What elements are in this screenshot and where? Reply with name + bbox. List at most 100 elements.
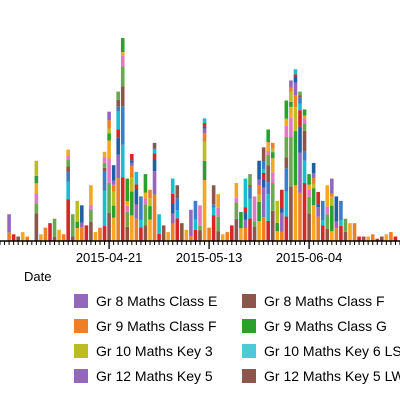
bar-segment (307, 174, 311, 185)
bar-segment (111, 184, 116, 192)
bar-segment (66, 166, 70, 173)
bar-segment (120, 66, 125, 87)
bar-segment (130, 162, 134, 167)
bar-segment (298, 103, 302, 111)
bar-segment (198, 205, 202, 226)
bar-segment (111, 165, 116, 181)
bar-segment (111, 191, 116, 206)
bar-segment (243, 227, 248, 241)
bar-segment (39, 234, 43, 241)
bar-segment (320, 200, 325, 221)
legend-item: Gr 8 Maths Class F (242, 288, 385, 314)
bar-segment (261, 217, 266, 241)
bar-segment (166, 232, 170, 241)
bar-segment (298, 91, 302, 96)
bar-segment (134, 204, 139, 219)
bar-segment (34, 175, 39, 184)
bar-segment (152, 142, 157, 149)
bar-segment (170, 178, 175, 194)
bar-segment (330, 178, 334, 194)
bar-segment (252, 226, 257, 241)
bar-segment (343, 231, 348, 241)
bar-segment (107, 128, 111, 134)
bar-segment (352, 223, 357, 241)
bar-segment (216, 207, 220, 217)
bar-segment (175, 218, 180, 241)
bar-segment (257, 194, 261, 202)
bar-segment (270, 142, 275, 149)
bar-segment (302, 115, 307, 119)
bar-segment (66, 181, 70, 200)
bar-segment (325, 214, 330, 229)
bar-segment (225, 232, 230, 241)
bar-segment (125, 205, 130, 212)
bar-segment (80, 227, 84, 241)
bar-segment (7, 232, 11, 241)
legend-item: Gr 9 Maths Class F (74, 313, 217, 339)
bar-segment (143, 192, 148, 199)
bar-segment (248, 218, 252, 241)
bar-segment (202, 118, 207, 124)
bar-segment (361, 236, 366, 241)
bar-segment (66, 155, 70, 160)
bar-segment (325, 228, 330, 241)
bar-segment (307, 196, 311, 214)
bar-segment (57, 229, 61, 241)
bar-segment (34, 193, 39, 204)
legend-label: Gr 12 Maths Key 5 LW (264, 368, 400, 384)
bar-segment (70, 236, 75, 241)
bar-segment (248, 187, 252, 199)
bar-segment (284, 100, 289, 119)
bar-segment (211, 204, 216, 208)
bar-segment (98, 227, 102, 241)
bar-segment (243, 207, 248, 213)
bar-segment (257, 185, 261, 195)
bar-segment (393, 236, 398, 241)
bar-segment (116, 178, 120, 241)
bar-segment (111, 217, 116, 241)
bar-segment (293, 74, 298, 77)
bar-segment (152, 171, 157, 195)
bar-segment (152, 149, 157, 154)
bar-segment (170, 193, 175, 204)
bar-segment (202, 128, 207, 134)
bar-segment (34, 183, 39, 194)
bar-segment (266, 165, 270, 183)
bar-segment (66, 172, 70, 182)
bar-segment (111, 180, 116, 185)
bar-segment (120, 55, 125, 67)
bar-segment (266, 142, 270, 151)
bar-segment (161, 225, 166, 241)
bar-segment (143, 225, 148, 241)
bar-segment (339, 200, 343, 220)
bar-segment (84, 225, 89, 241)
bar-segment (107, 120, 111, 129)
bar-segment (134, 171, 139, 185)
bar-segment (102, 190, 107, 227)
bar-segment (152, 194, 157, 241)
bar-segment (270, 172, 275, 184)
bar-segment (343, 218, 348, 232)
bar-segment (102, 162, 107, 168)
bar-segment (311, 162, 316, 174)
bar-segment (48, 223, 52, 241)
bar-segment (130, 191, 134, 216)
bar-segment (298, 152, 302, 193)
bar-segment (293, 107, 298, 132)
bar-segment (284, 191, 289, 217)
bar-segment (207, 227, 211, 241)
bar-segment (261, 172, 266, 180)
bar-segment (220, 234, 225, 241)
bar-segment (234, 218, 239, 241)
bar-segment (116, 91, 120, 100)
legend-label: Gr 9 Maths Class G (264, 318, 387, 334)
legend: Class DGr 8 Maths Class EGr 8 Maths Clas… (0, 286, 400, 400)
bar-segment (216, 194, 220, 208)
bar-segment (284, 216, 289, 241)
legend-label: Gr 12 Maths Key 5 (96, 368, 213, 384)
bar-segment (75, 227, 80, 241)
bar-segment (293, 76, 298, 83)
bar-segment (152, 153, 157, 160)
legend-label: Gr 8 Maths Class F (264, 293, 385, 309)
bar-segment (275, 222, 280, 232)
